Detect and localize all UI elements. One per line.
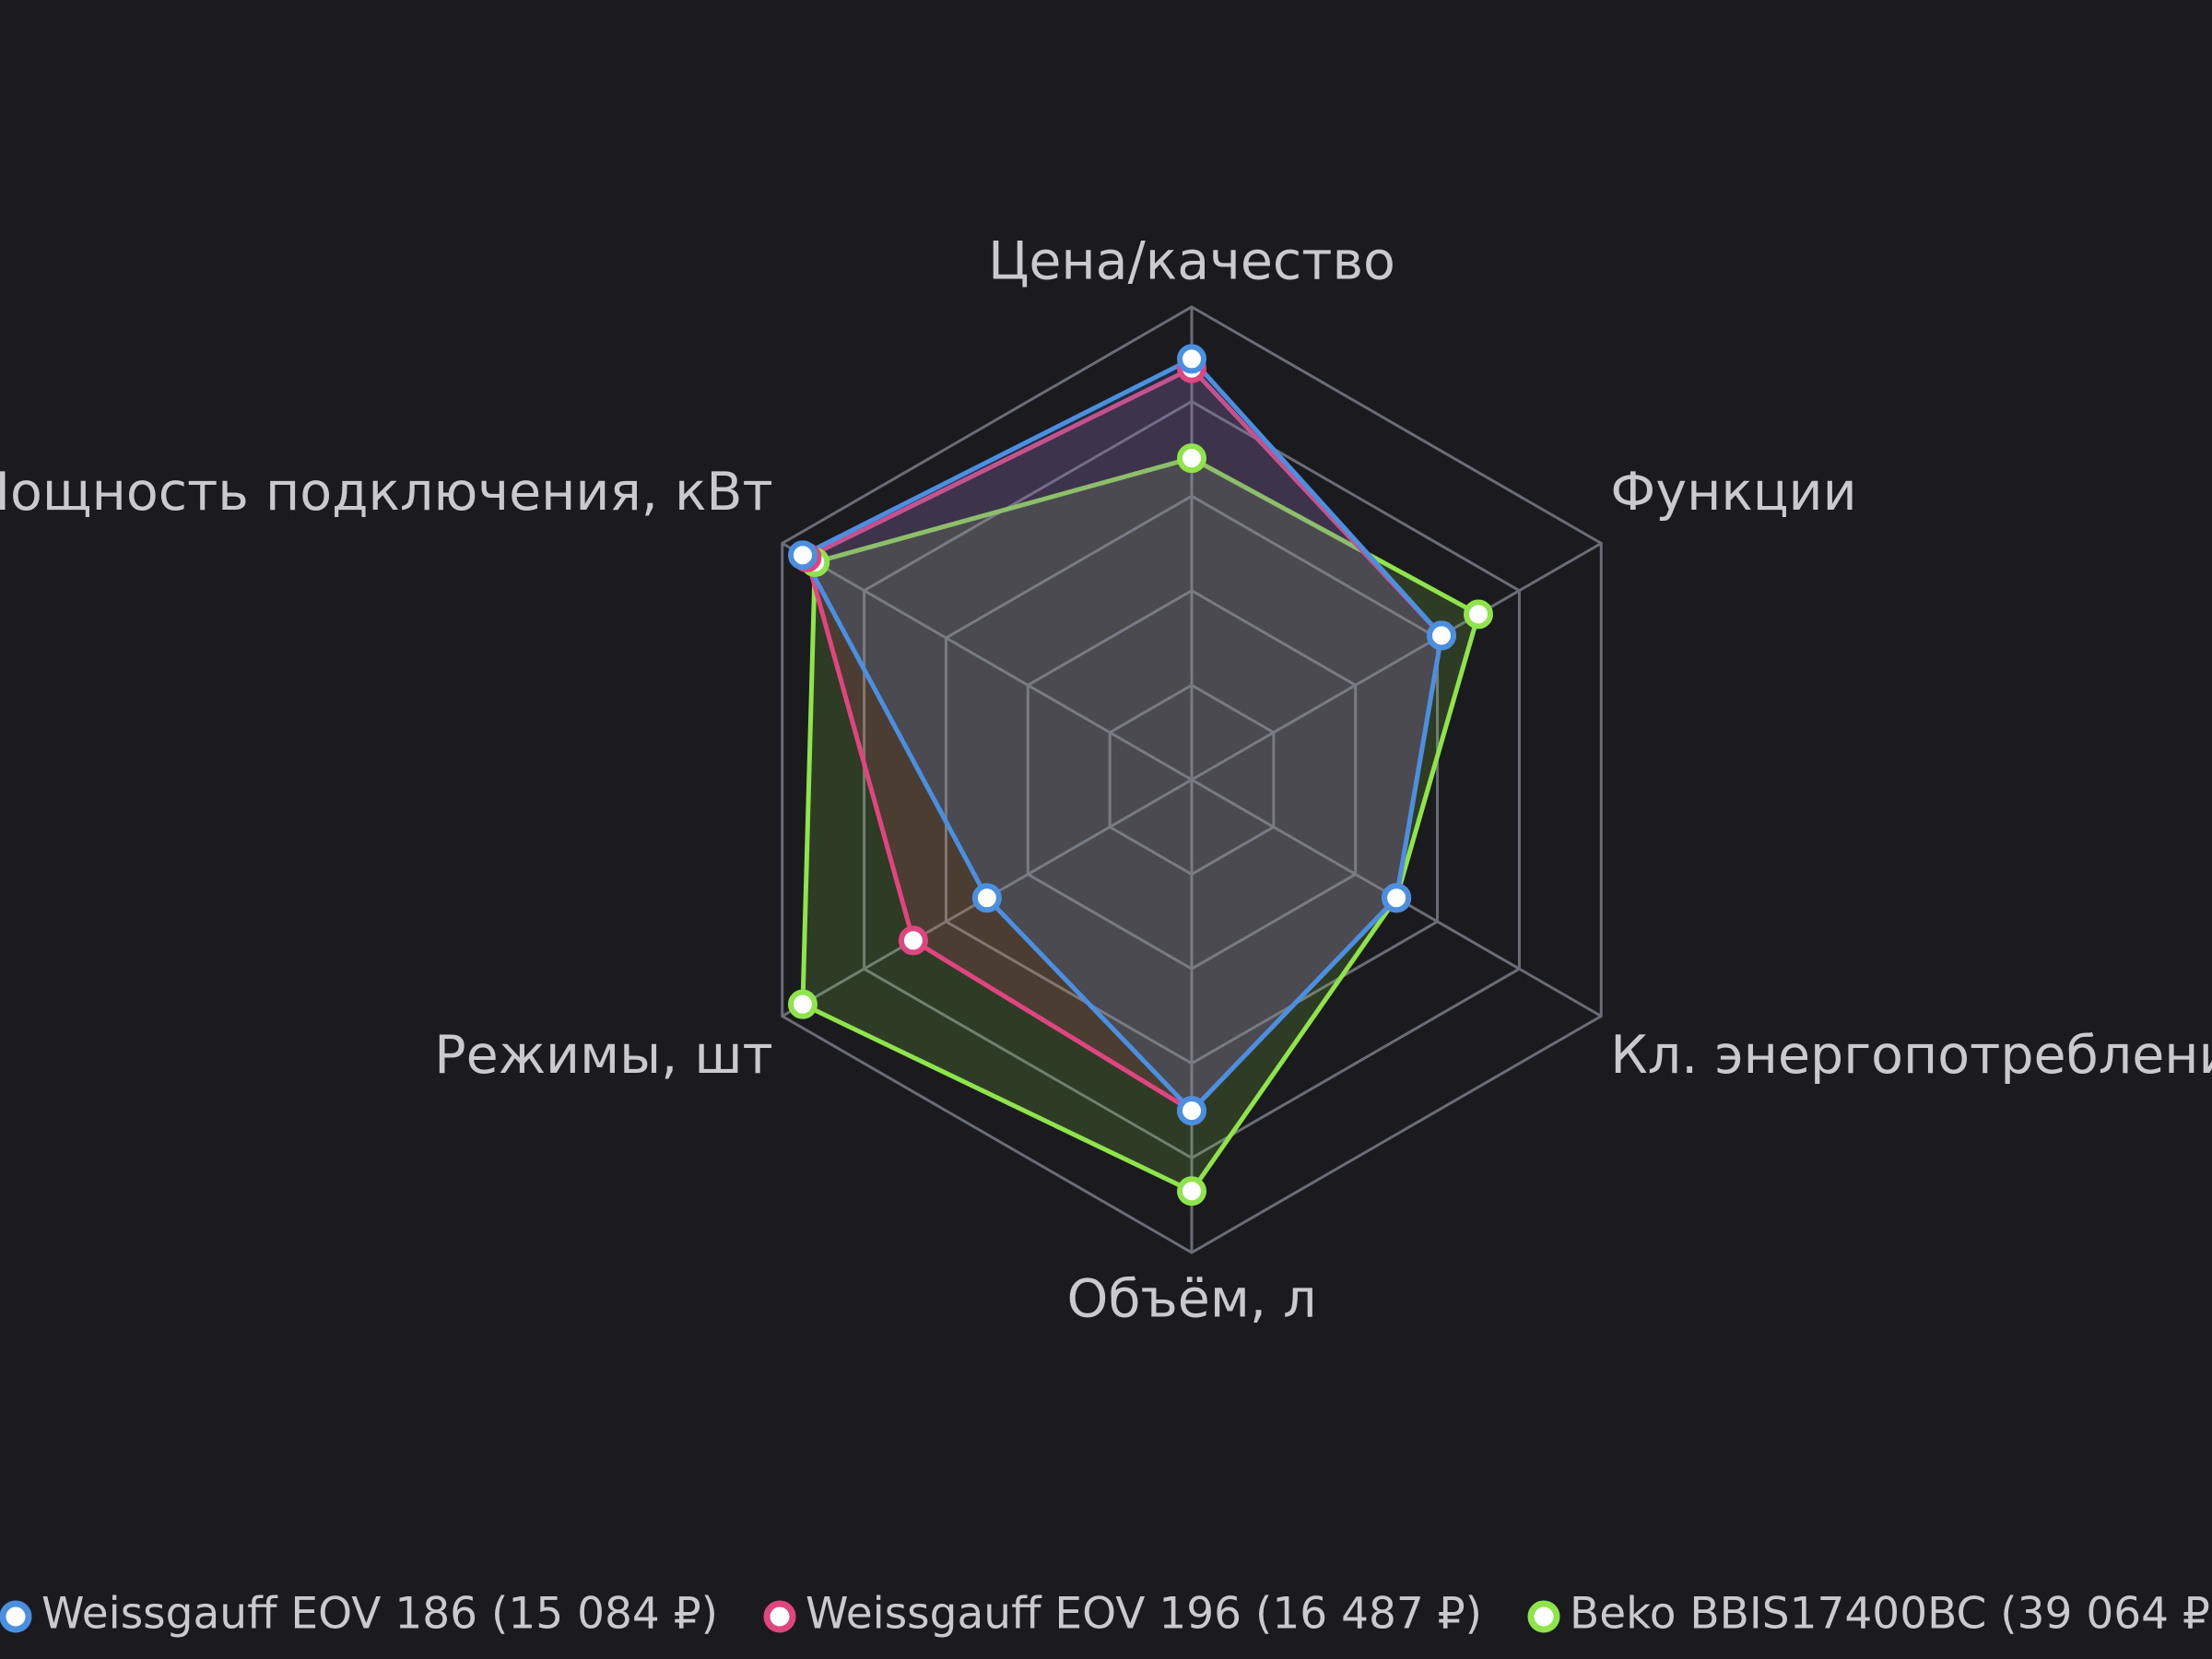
axis-spoke — [1191, 542, 1603, 782]
data-point — [1177, 344, 1206, 374]
data-point — [1463, 599, 1493, 629]
axis-label: Кл. энергопотребления — [1610, 1025, 2212, 1086]
axis-label: Цена/качество — [988, 231, 1395, 292]
legend: Weissgauff EOV 186 (15 084 ₽) Weissgauff … — [0, 1589, 2212, 1640]
data-point — [898, 925, 928, 956]
legend-label: Beko BBIS17400BC (39 064 ₽) — [1570, 1589, 2212, 1640]
data-point — [1177, 1176, 1206, 1206]
data-point — [971, 883, 1002, 913]
axis-spoke — [781, 542, 1193, 782]
legend-marker — [1527, 1600, 1560, 1633]
data-point — [787, 989, 818, 1019]
axis-label: Функции — [1610, 462, 1856, 523]
data-point — [1382, 883, 1412, 913]
data-point — [1177, 1096, 1206, 1126]
data-point — [1427, 620, 1457, 651]
legend-item: Weissgauff EOV 196 (16 487 ₽) — [763, 1589, 1482, 1640]
axis-label: Объём, л — [1066, 1269, 1316, 1330]
data-point — [787, 540, 818, 571]
data-point — [1177, 443, 1206, 474]
axis-label: Режимы, шт — [434, 1025, 772, 1086]
legend-item: Beko BBIS17400BC (39 064 ₽) — [1527, 1589, 2212, 1640]
axis-label: Мощность подключения, кВт — [0, 462, 773, 523]
legend-marker — [763, 1600, 796, 1633]
legend-marker — [0, 1600, 32, 1633]
legend-item: Weissgauff EOV 186 (15 084 ₽) — [0, 1589, 718, 1640]
legend-label: Weissgauff EOV 196 (16 487 ₽) — [806, 1589, 1482, 1640]
legend-label: Weissgauff EOV 186 (15 084 ₽) — [41, 1589, 718, 1640]
